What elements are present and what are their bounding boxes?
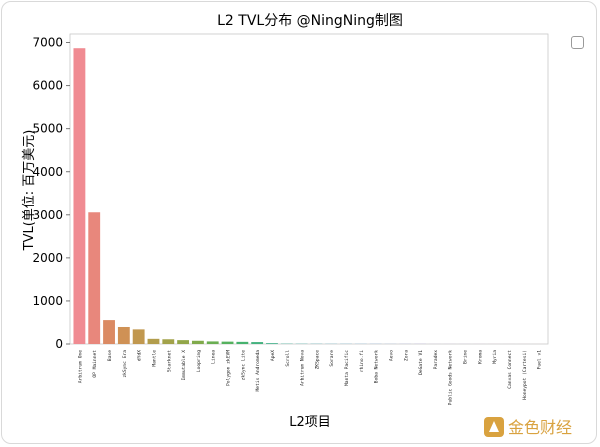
bar: [251, 342, 264, 344]
x-tick-label: zkSync Lite: [240, 350, 246, 381]
chart-title: L2 TVL分布 @NingNing制图: [217, 13, 403, 29]
bar: [103, 320, 115, 344]
x-tick-label: Base: [107, 350, 113, 361]
x-tick-label: Loopring: [196, 350, 202, 372]
x-tick-label: Public Goods Network: [448, 350, 454, 406]
x-axis-label: L2项目: [289, 415, 331, 430]
bars-group: [73, 48, 545, 345]
x-tick-label: Starknet: [166, 350, 172, 372]
bar: [221, 341, 234, 344]
y-tick-label: 3000: [32, 208, 63, 222]
x-tick-label: dYdX: [137, 350, 143, 361]
y-tick-label: 2000: [32, 251, 63, 265]
bar: [147, 338, 160, 344]
x-tick-label: Sorare: [329, 350, 335, 367]
bar: [177, 340, 190, 345]
watermark: 金色财经: [484, 417, 572, 437]
x-tick-label: Zora: [403, 350, 409, 361]
x-tick-label: Arbitrum One: [77, 350, 83, 383]
x-tick-label: Scroll: [285, 350, 291, 367]
x-tick-label: DeGate V1: [418, 350, 424, 375]
select-checkbox[interactable]: [571, 36, 584, 49]
x-tick-label: Metis Andromeda: [255, 350, 261, 392]
y-tick-label: 0: [55, 337, 63, 351]
x-tick-label: Kroma: [477, 350, 483, 364]
x-tick-label: Honeypot (Cartesi): [522, 350, 528, 400]
x-tick-label: rhino.fi: [359, 350, 365, 372]
x-axis-ticks: Arbitrum One OP Mainnet Base zkSync Era dYdX…: [77, 350, 542, 406]
bar: [162, 339, 175, 344]
x-tick-label: Immutable X: [181, 350, 187, 381]
x-tick-label: Paradex: [433, 350, 439, 370]
y-axis-label: TVL(单位: 百万美元): [22, 130, 37, 252]
x-tick-label: Brine: [463, 350, 469, 364]
watermark-logo-icon: [484, 417, 504, 437]
bar: [132, 329, 145, 344]
x-tick-label: Aevo: [388, 350, 394, 361]
x-tick-label: zkSync Era: [122, 350, 128, 378]
bar: [206, 341, 219, 344]
bar: [73, 48, 86, 345]
x-tick-label: Mantle: [151, 350, 157, 367]
bar: [236, 341, 249, 344]
watermark-text: 金色财经: [508, 418, 572, 437]
y-tick-label: 4000: [32, 165, 63, 179]
bar: [88, 212, 101, 344]
x-tick-label: Fuel v1: [537, 350, 543, 370]
bar: [191, 340, 204, 344]
x-tick-label: ZKSpace: [314, 350, 320, 370]
y-tick-label: 6000: [32, 79, 63, 93]
x-tick-label: OP Mainnet: [92, 350, 98, 378]
plot-area: [69, 33, 549, 345]
x-tick-label: Manta Pacific: [344, 350, 350, 386]
x-tick-label: Polygon zkEVM: [226, 350, 232, 386]
x-tick-label: Arbitrum Nova: [300, 350, 306, 386]
y-tick-label: 7000: [32, 36, 63, 50]
x-tick-label: Boba Network: [374, 350, 380, 383]
bar: [117, 326, 130, 344]
y-tick-label: 5000: [32, 122, 63, 136]
y-tick-label: 1000: [32, 294, 63, 308]
bar: [266, 343, 278, 344]
x-tick-label: ApeX: [270, 350, 276, 361]
x-tick-label: Linea: [211, 350, 217, 364]
x-tick-label: Myria: [492, 350, 498, 364]
y-axis-ticks: 0 1000 2000 3000 4000 5000 6000 7000: [32, 36, 70, 351]
x-tick-label: Canvas Connect: [507, 350, 513, 389]
